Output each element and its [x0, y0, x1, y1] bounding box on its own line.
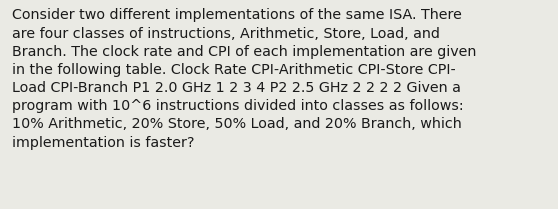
Text: Consider two different implementations of the same ISA. There
are four classes o: Consider two different implementations o…: [12, 8, 477, 150]
